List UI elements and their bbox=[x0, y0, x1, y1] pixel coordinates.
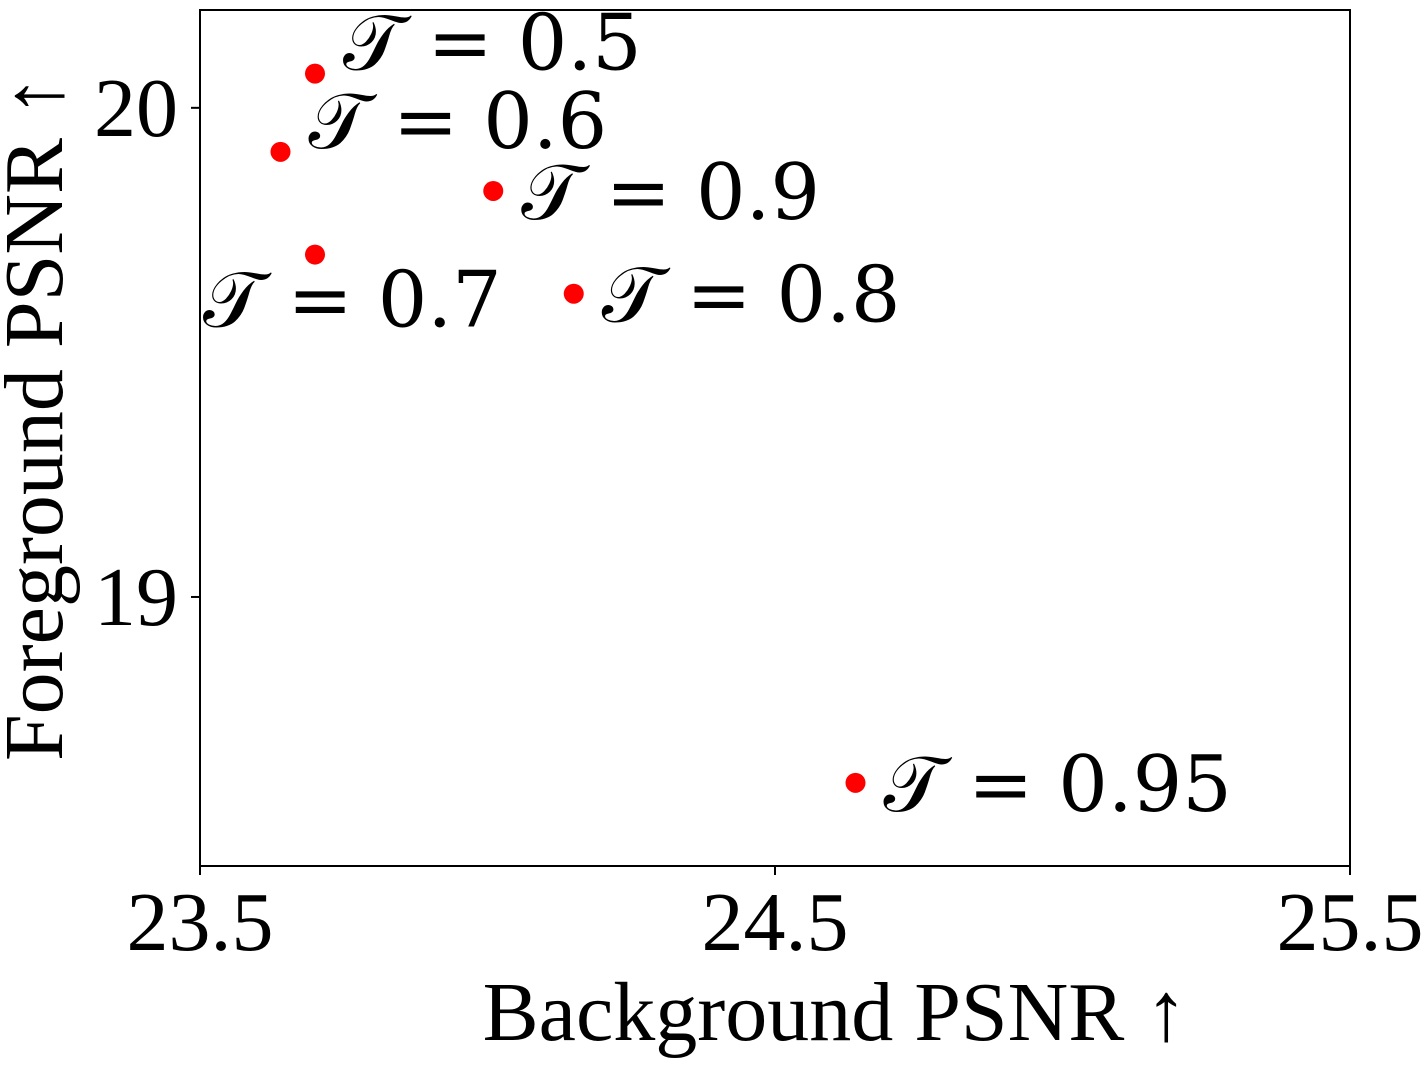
x-axis: 23.5 24.5 25.5 bbox=[127, 866, 1423, 969]
y-axis-label: Foreground PSNR ↑ bbox=[0, 75, 81, 761]
data-point-label: 𝒯 = 0.6 bbox=[309, 77, 608, 167]
x-tick-label: 23.5 bbox=[127, 876, 274, 969]
x-tick-label: 25.5 bbox=[1277, 876, 1423, 969]
data-point bbox=[305, 244, 325, 265]
data-point-label: 𝒯 = 0.5 bbox=[343, 0, 642, 89]
data-point-label: 𝒯 = 0.95 bbox=[884, 740, 1232, 830]
data-point-labels: 𝒯 = 0.5𝒯 = 0.6 𝒯 = 0.7 𝒯 = 0.8 𝒯 = 0.9 𝒯 = 0… bbox=[203, 0, 1232, 830]
y-tick-label: 19 bbox=[94, 551, 178, 644]
data-point bbox=[270, 141, 291, 162]
data-point-label: 𝒯 = 0.9 bbox=[521, 148, 820, 238]
data-point bbox=[305, 63, 325, 84]
data-point bbox=[563, 283, 584, 304]
data-point-label: 𝒯 = 0.8 bbox=[602, 251, 901, 341]
data-point bbox=[845, 772, 866, 793]
data-point bbox=[483, 180, 504, 201]
x-tick-label: 24.5 bbox=[702, 876, 849, 969]
data-points bbox=[270, 63, 866, 793]
data-point-label: 𝒯 = 0.7 bbox=[203, 256, 502, 346]
y-tick-label: 20 bbox=[94, 62, 178, 155]
x-axis-label: Background PSNR ↑ bbox=[483, 966, 1188, 1059]
